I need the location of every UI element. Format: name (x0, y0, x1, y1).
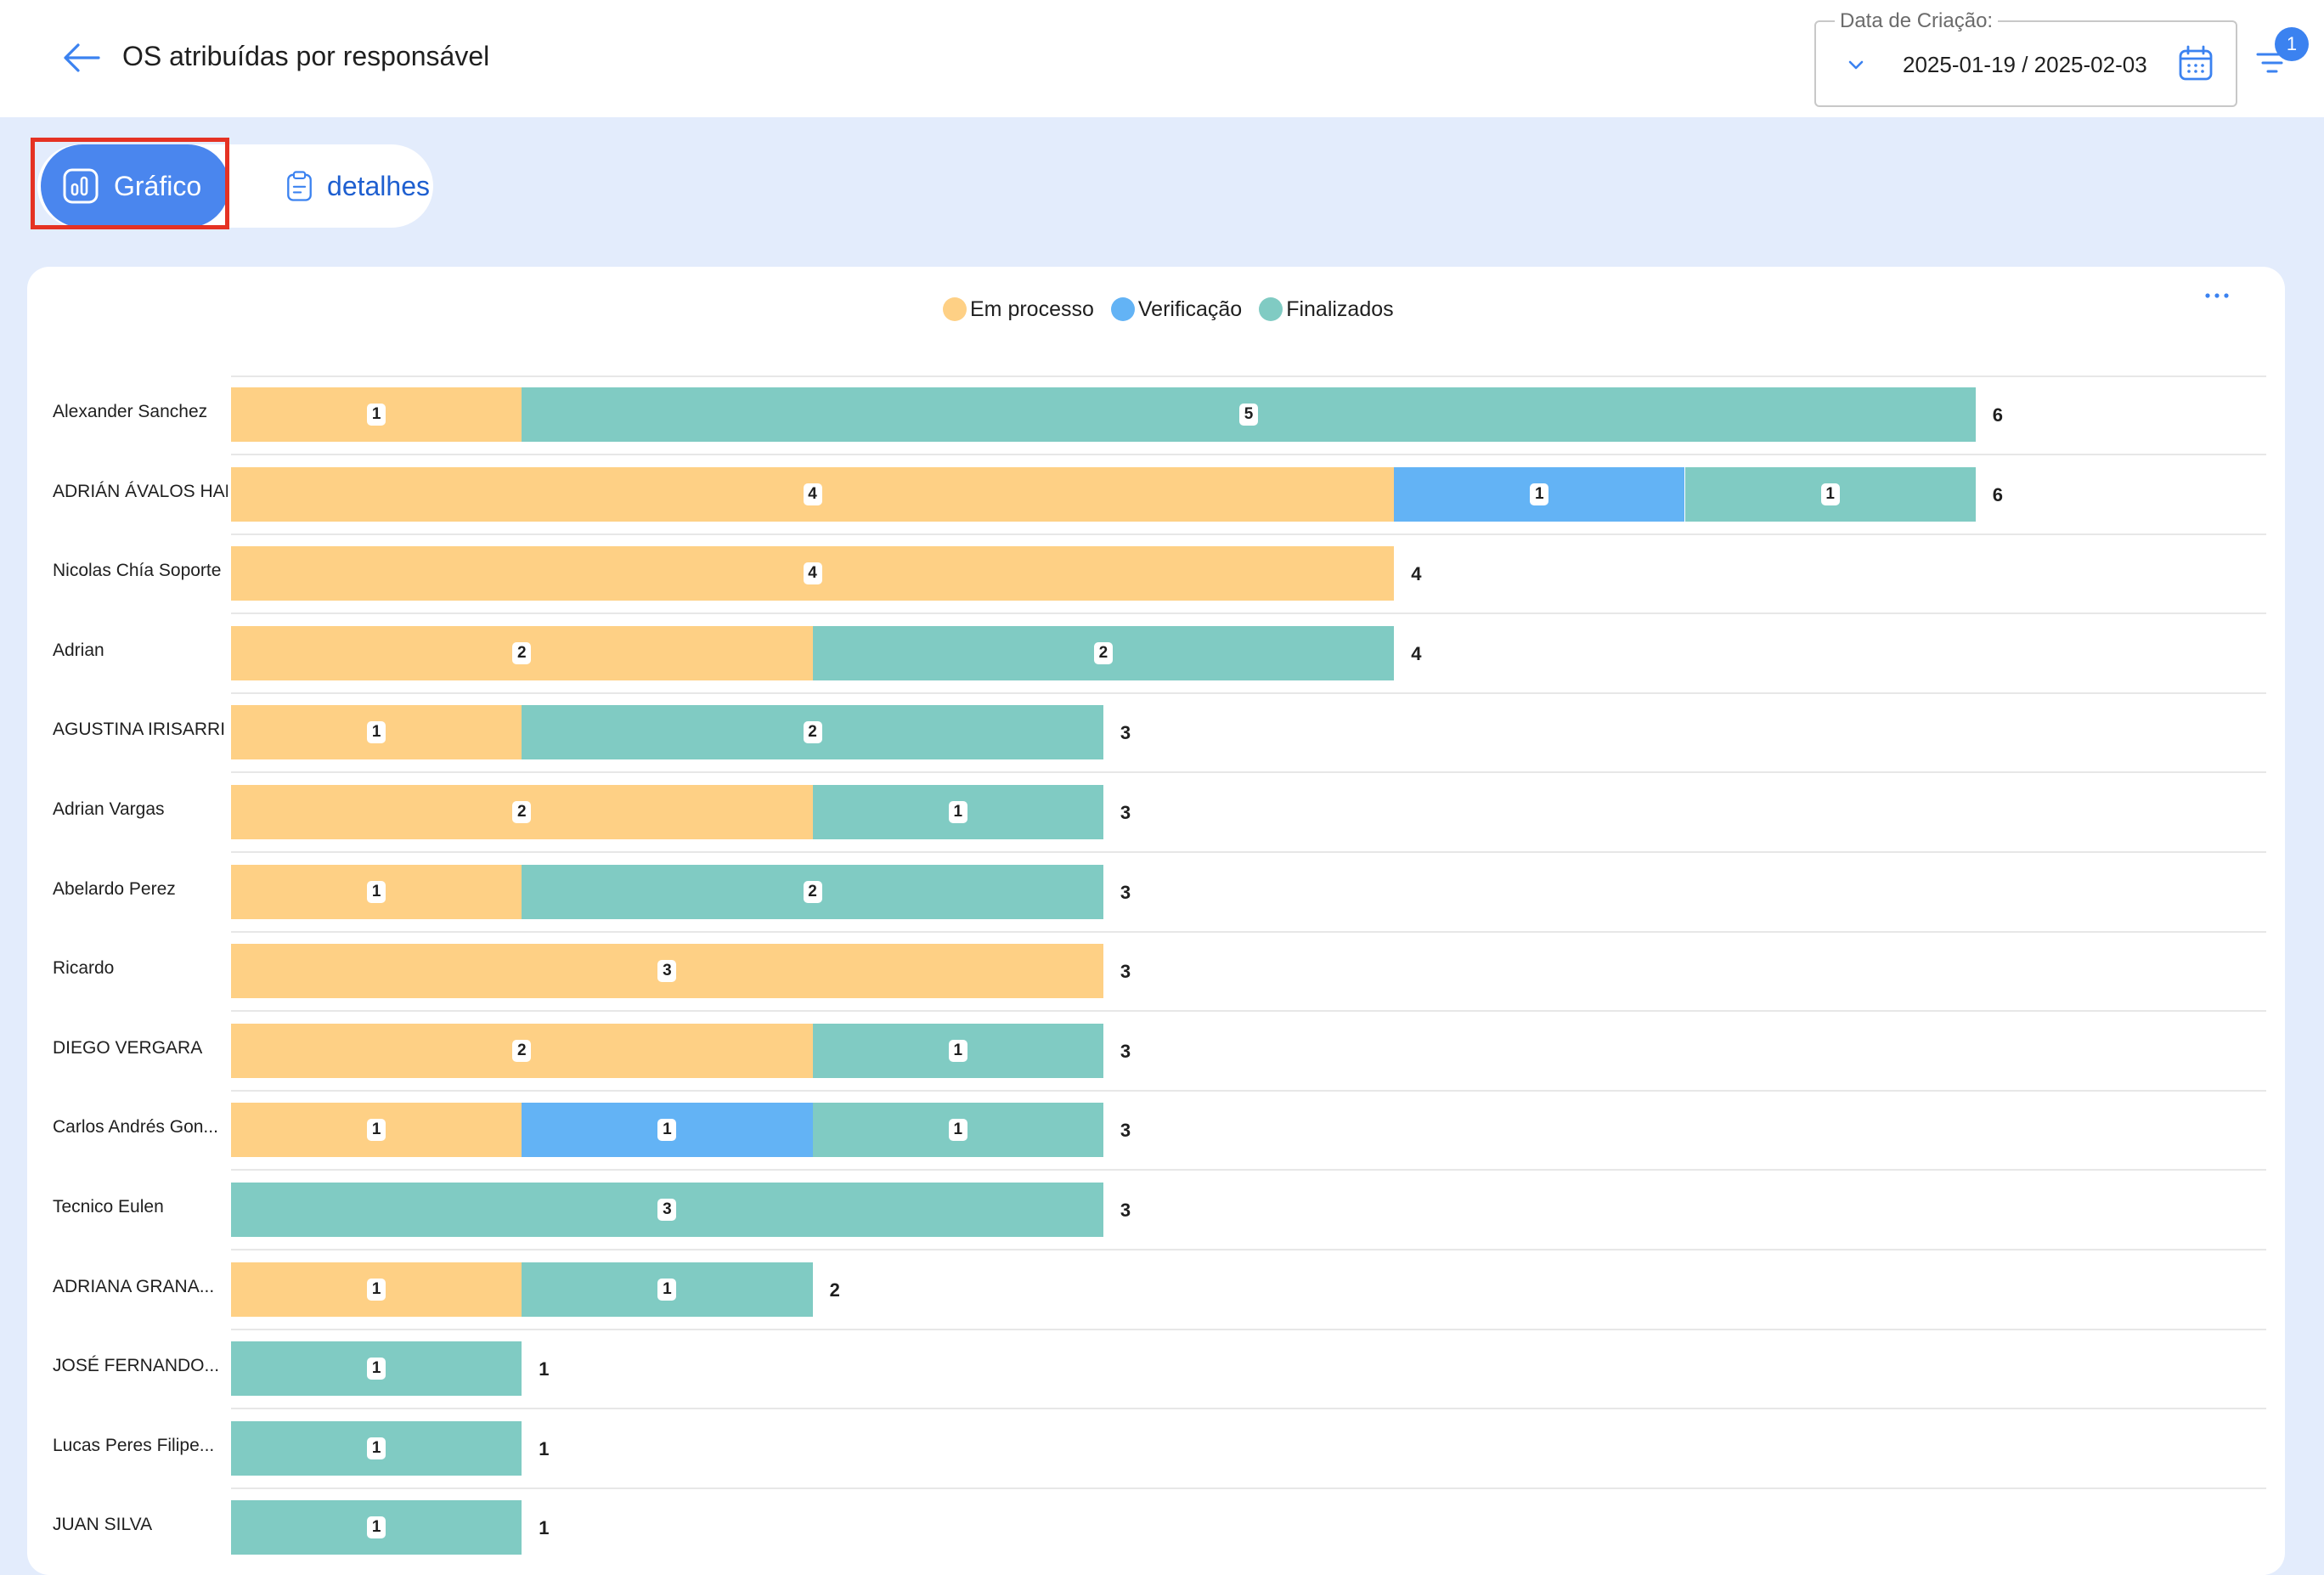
bar-chart-icon (63, 168, 99, 204)
chart-card (27, 267, 2285, 1575)
legend-swatch-finalizados (1259, 297, 1283, 321)
legend-swatch-em-processo (943, 297, 967, 321)
back-button[interactable] (56, 34, 107, 82)
legend-label-em-processo: Em processo (970, 296, 1094, 321)
tab-grafico[interactable]: Gráfico (41, 144, 229, 228)
arrow-left-icon (64, 43, 100, 72)
chart-legend: Em processo Verificação Finalizados (943, 294, 1394, 325)
view-toggle: Gráfico detalhes (37, 144, 433, 228)
more-options-button[interactable] (2197, 279, 2237, 313)
page-title: OS atribuídas por responsável (122, 41, 490, 71)
filter-count-badge: 1 (2275, 27, 2309, 61)
legend-item-em-processo[interactable]: Em processo (943, 297, 1094, 322)
legend-item-verificacao[interactable]: Verificação (1110, 296, 1243, 322)
legend-label-verificacao: Verificação (1137, 296, 1243, 321)
tab-detalhes[interactable]: detalhes (241, 144, 430, 228)
legend-item-finalizados[interactable]: Finalizados (1259, 296, 1394, 322)
tab-grafico-label: Gráfico (114, 170, 202, 201)
date-range-label: Data de Criação: (1835, 8, 1999, 34)
date-range-value: 2025-01-19 / 2025-02-03 (1903, 52, 2147, 77)
legend-swatch-verificacao (1110, 297, 1135, 321)
clipboard-icon (287, 171, 312, 201)
tab-detalhes-label: detalhes (327, 170, 430, 201)
legend-label-finalizados: Finalizados (1286, 296, 1394, 321)
chevron-down-icon[interactable] (1842, 51, 1870, 80)
app-header: OS atribuídas por responsável Data de Cr… (0, 0, 2324, 117)
calendar-icon[interactable] (2176, 44, 2215, 83)
date-range-picker[interactable]: Data de Criação: 2025-01-19 / 2025-02-03 (1814, 8, 2237, 107)
more-horizontal-icon (2205, 293, 2229, 298)
